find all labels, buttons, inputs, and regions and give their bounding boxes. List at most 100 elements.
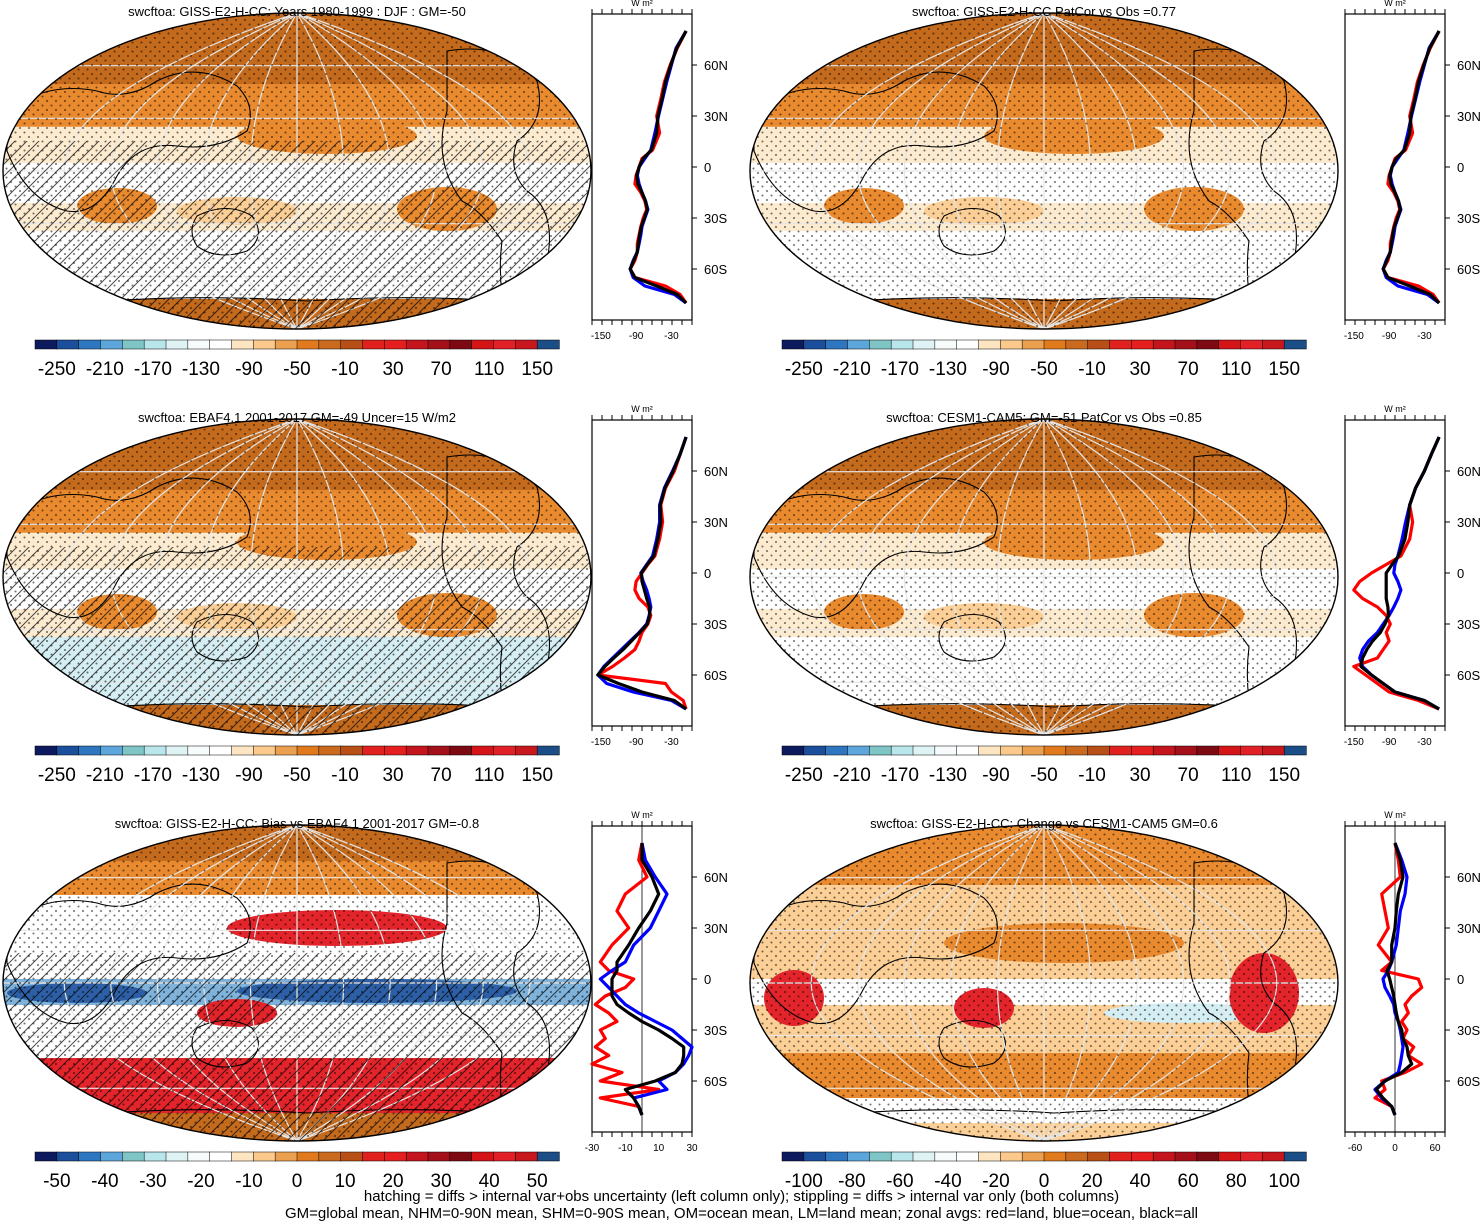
colorbar-swatch <box>122 745 145 756</box>
colorbar-swatch <box>165 745 189 756</box>
zonal-x-tick-label: -150 <box>591 331 611 342</box>
colorbar-swatch <box>78 1151 102 1162</box>
colorbar-tick-label: 150 <box>1268 359 1300 380</box>
zonal-y-tick-label: 30N <box>704 109 728 124</box>
colorbar-swatch <box>296 745 320 756</box>
colorbar-swatch <box>890 1151 914 1162</box>
map-border <box>2 418 592 736</box>
zonal-y-tick-label: 30S <box>1457 617 1480 632</box>
zonal-y-tick-label: 60S <box>704 1074 727 1089</box>
colorbar-swatch <box>427 745 451 756</box>
colorbar-swatch <box>847 745 870 756</box>
zonal-panel-6: W m² -60 0 60 60N 30N 0 30S 60S <box>1344 810 1481 1154</box>
colorbar-tick-label: -210 <box>833 765 871 786</box>
colorbar-swatch <box>1131 745 1154 756</box>
colorbar-tick-label: 80 <box>1226 1171 1247 1192</box>
zonal-y-tick-label: 0 <box>1457 972 1464 987</box>
zonal-x-tick-label: -90 <box>1382 737 1397 748</box>
zonal-panel-3: W m² -150 -90 -30 60N 30N 0 30S 60S <box>591 404 728 748</box>
colorbar-swatch <box>1218 339 1242 350</box>
colorbar-tick-label: 100 <box>1268 1171 1300 1192</box>
zonal-x-tick-label: -30 <box>664 331 679 342</box>
colorbar-tick-label: -170 <box>881 765 919 786</box>
colorbar-swatch <box>1240 1151 1263 1162</box>
colorbar-swatch <box>427 1151 451 1162</box>
colorbar-swatch <box>78 339 102 350</box>
zonal-units-label: W m² <box>631 0 653 8</box>
zonal-x-tick-label: -10 <box>618 1143 633 1154</box>
colorbar-swatch <box>253 1151 276 1162</box>
colorbar-tick-label: 110 <box>1221 765 1251 786</box>
zonal-y-tick-label: 30N <box>1457 921 1481 936</box>
colorbar-tick-label: -90 <box>982 359 1009 380</box>
zonal-y-tick-label: 30N <box>704 921 728 936</box>
colorbar-swatch <box>318 339 342 350</box>
colorbar-swatch <box>1043 339 1067 350</box>
colorbar-swatch <box>1087 1151 1111 1162</box>
zonal-x-tick-label: -90 <box>629 737 644 748</box>
colorbar-swatch <box>956 1151 980 1162</box>
colorbar-swatch <box>1131 1151 1154 1162</box>
colorbar-swatch <box>318 745 342 756</box>
colorbar-tick-label: -90 <box>982 765 1009 786</box>
colorbar-swatch <box>1283 339 1307 350</box>
zonal-x-tick-label: -30 <box>664 737 679 748</box>
zonal-y-tick-label: 60N <box>1457 58 1481 73</box>
colorbar-tick-label: -10 <box>331 765 358 786</box>
map-panel-1: swcftoa: GISS-E2-H-CC: Years 1980-1999 :… <box>2 4 592 380</box>
colorbar-tick-label: 40 <box>1129 1171 1150 1192</box>
zonal-all-line <box>1381 30 1441 305</box>
zonal-panel-2: W m² -150 -90 -30 60N 30N 0 30S 60S <box>1344 0 1481 342</box>
colorbar-swatch <box>340 1151 364 1162</box>
colorbar-swatch <box>978 745 1001 756</box>
colorbar-swatch <box>274 1151 298 1162</box>
colorbar-tick-label: -250 <box>785 765 823 786</box>
colorbar-swatch <box>978 339 1001 350</box>
colorbar-swatch <box>471 745 495 756</box>
colorbar-swatch <box>803 745 827 756</box>
map-title: swcftoa: GISS-E2-H-CC PatCor vs Obs =0.7… <box>912 4 1176 19</box>
map-title: swcftoa: GISS-E2-H-CC: Bias vs EBAF4.1 2… <box>115 816 480 831</box>
zonal-y-tick-label: 60N <box>704 464 728 479</box>
zonal-all-line <box>596 436 688 711</box>
map-panel-5: swcftoa: GISS-E2-H-CC: Bias vs EBAF4.1 2… <box>2 816 592 1192</box>
colorbar-tick-label: -250 <box>785 359 823 380</box>
colorbar-tick-label: 150 <box>521 765 553 786</box>
zonal-plot-frame <box>591 13 693 321</box>
zonal-x-tick-label: -30 <box>1417 331 1432 342</box>
zonal-y-tick-label: 30N <box>704 515 728 530</box>
colorbar-swatch <box>231 745 254 756</box>
colorbar-tick-label: -210 <box>833 359 871 380</box>
zonal-y-tick-label: 0 <box>704 566 711 581</box>
colorbar-tick-label: -50 <box>283 359 310 380</box>
map-border <box>2 12 592 330</box>
colorbar-swatch <box>34 745 58 756</box>
colorbar: -250 -210 -170 -130 -90 -50 -10 30 70 110 150 <box>781 745 1307 786</box>
colorbar-swatch <box>405 1151 429 1162</box>
colorbar-swatch <box>956 745 980 756</box>
colorbar-tick-label: -170 <box>134 765 172 786</box>
colorbar-swatch <box>1065 1151 1089 1162</box>
zonal-y-tick-label: 0 <box>1457 160 1464 175</box>
colorbar-swatch <box>1087 339 1111 350</box>
zonal-y-tick-label: 0 <box>704 972 711 987</box>
colorbar-swatch <box>471 339 495 350</box>
colorbar-tick-label: 150 <box>1268 765 1300 786</box>
colorbar-tick-label: -50 <box>283 765 310 786</box>
colorbar-tick-label: 150 <box>521 359 553 380</box>
colorbar-swatch <box>781 339 805 350</box>
colorbar-tick-label: -130 <box>929 765 967 786</box>
colorbar-swatch <box>187 339 211 350</box>
colorbar-tick-label: -20 <box>187 1171 214 1192</box>
colorbar-swatch <box>912 339 936 350</box>
colorbar-swatch <box>1000 339 1023 350</box>
zonal-x-tick-label: -60 <box>1348 1143 1363 1154</box>
footer-hatching-note: hatching = diffs > internal var+obs unce… <box>363 1188 1120 1205</box>
colorbar-tick-label: -170 <box>134 359 172 380</box>
zonal-x-tick-label: 30 <box>686 1143 698 1154</box>
colorbar-tick-label: -40 <box>934 1171 961 1192</box>
colorbar-swatch <box>318 1151 342 1162</box>
zonal-y-tick-label: 60S <box>1457 668 1480 683</box>
colorbar-swatch <box>405 339 429 350</box>
map-title: swcftoa: EBAF4.1 2001-2017 GM=-49 Uncer=… <box>138 410 456 425</box>
